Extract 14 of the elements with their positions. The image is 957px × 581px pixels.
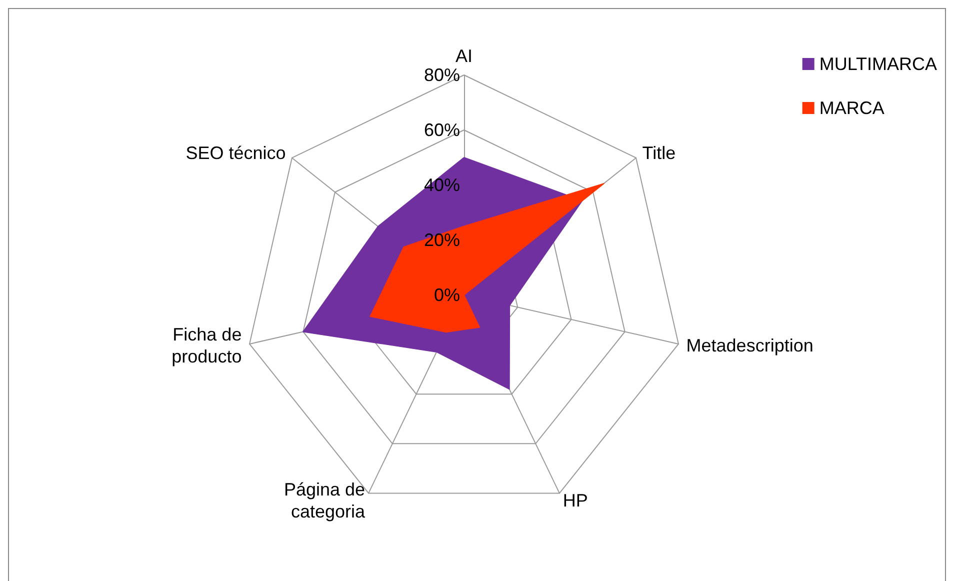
spoke-label: SEO técnico [186, 142, 286, 163]
y-tick-label: 80% [424, 65, 460, 85]
legend-label: MULTIMARCA [819, 54, 938, 74]
spoke-label: AI [455, 46, 473, 66]
spoke-label: Ficha de producto [172, 324, 242, 367]
legend-label: MARCA [819, 98, 884, 118]
spoke-label: Title [642, 142, 676, 163]
y-tick-label: 0% [434, 285, 460, 305]
y-tick-label: 60% [424, 120, 460, 140]
y-tick-label: 20% [424, 230, 460, 250]
spoke-label: Página de categoria [284, 479, 366, 522]
spoke-label: HP [562, 490, 588, 510]
spoke-label: Metadescription [686, 336, 814, 356]
y-tick-label: 40% [424, 175, 460, 195]
